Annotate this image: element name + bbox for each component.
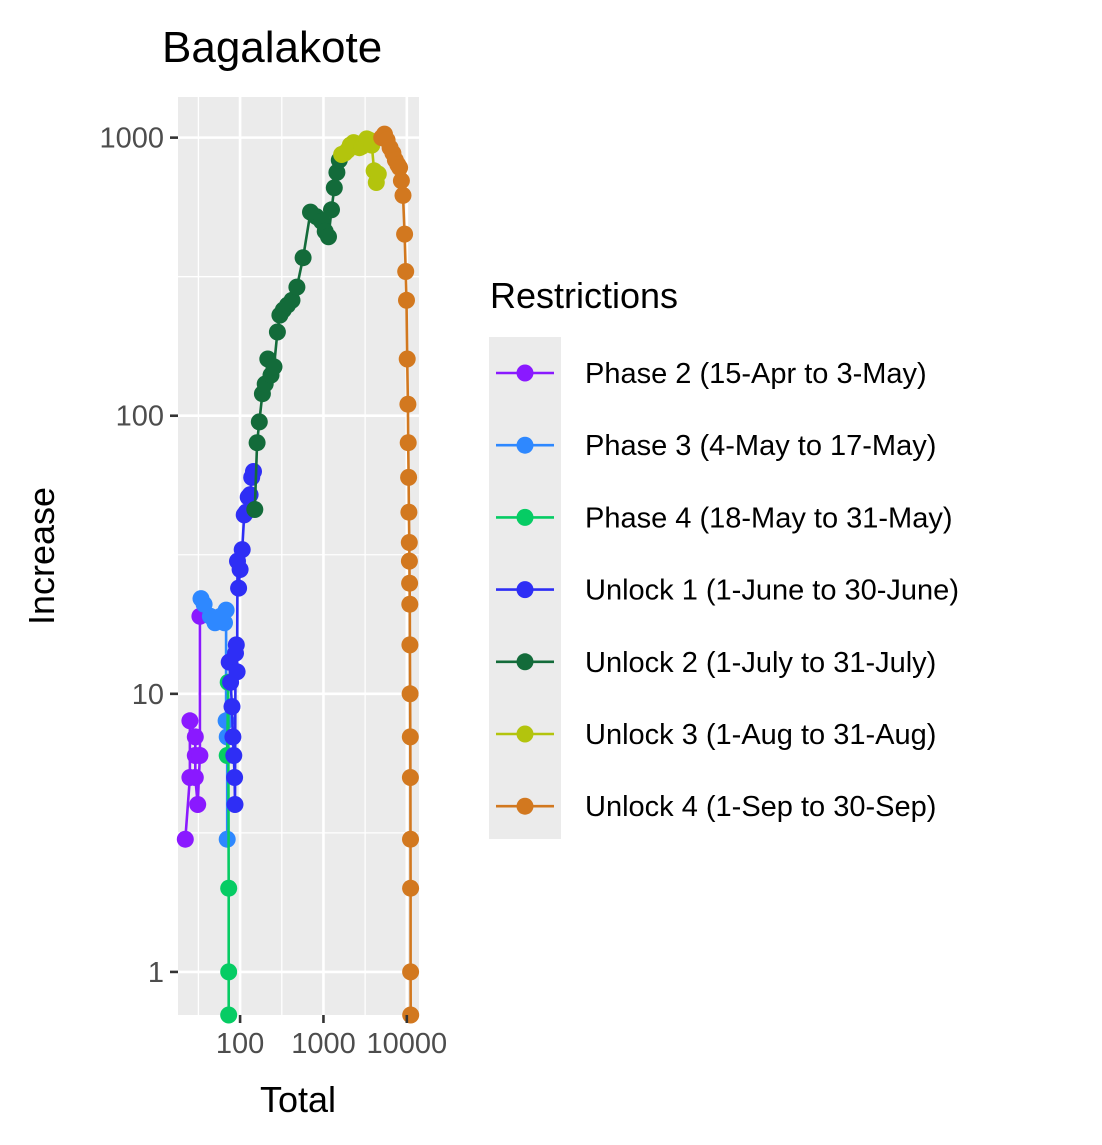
data-point bbox=[394, 186, 412, 204]
data-point bbox=[401, 769, 419, 786]
data-point bbox=[246, 501, 264, 518]
data-point bbox=[323, 201, 340, 219]
y-tick-label: 100 bbox=[116, 401, 164, 433]
data-point bbox=[401, 595, 419, 613]
data-point bbox=[398, 291, 415, 309]
data-point bbox=[401, 636, 419, 654]
data-point bbox=[227, 636, 245, 654]
data-point bbox=[248, 434, 266, 452]
data-point bbox=[400, 468, 418, 486]
data-point bbox=[283, 291, 301, 309]
data-point bbox=[230, 579, 248, 597]
data-point bbox=[186, 728, 204, 746]
legend-key-point bbox=[516, 653, 534, 671]
data-point bbox=[228, 663, 246, 681]
data-point bbox=[391, 159, 409, 177]
legend-label: Phase 3 (4-May to 17-May) bbox=[585, 430, 936, 462]
x-tick-label: 10000 bbox=[366, 1028, 447, 1060]
data-point bbox=[186, 769, 204, 786]
data-point bbox=[402, 1006, 420, 1024]
legend-key-point bbox=[516, 364, 534, 382]
data-point bbox=[226, 769, 244, 786]
data-point bbox=[400, 503, 418, 521]
legend-key-point bbox=[516, 508, 534, 526]
data-point bbox=[220, 963, 238, 981]
data-point bbox=[181, 712, 199, 730]
data-point bbox=[402, 830, 419, 848]
data-point bbox=[220, 879, 238, 897]
data-point bbox=[224, 728, 242, 746]
data-point bbox=[189, 796, 207, 813]
legend-label: Unlock 3 (1-Aug to 31-Aug) bbox=[585, 719, 936, 751]
data-point bbox=[398, 350, 416, 368]
data-point bbox=[402, 879, 420, 897]
legend-label: Phase 4 (18-May to 31-May) bbox=[585, 502, 952, 534]
data-point bbox=[399, 395, 417, 413]
data-point bbox=[392, 172, 410, 190]
data-point bbox=[401, 685, 419, 703]
data-point bbox=[288, 278, 306, 296]
legend-label: Unlock 4 (1-Sep to 30-Sep) bbox=[585, 791, 936, 823]
data-point bbox=[400, 552, 418, 570]
chart-title: Bagalakote bbox=[162, 23, 382, 72]
data-point bbox=[217, 601, 235, 619]
data-point bbox=[218, 830, 236, 848]
legend-title: Restrictions bbox=[490, 275, 678, 316]
data-point bbox=[265, 358, 283, 376]
legend-label: Unlock 2 (1-July to 31-July) bbox=[585, 647, 936, 679]
legend-label: Unlock 1 (1-June to 30-June) bbox=[585, 575, 959, 607]
legend-key-point bbox=[516, 725, 534, 743]
data-point bbox=[223, 698, 241, 716]
data-point bbox=[233, 541, 251, 559]
legend-key-point bbox=[516, 797, 534, 815]
data-point bbox=[225, 747, 243, 764]
data-point bbox=[320, 228, 337, 246]
data-point bbox=[226, 796, 244, 813]
data-point bbox=[325, 179, 343, 197]
x-tick-label: 1000 bbox=[291, 1028, 356, 1060]
legend-key-point bbox=[516, 436, 534, 454]
data-point bbox=[396, 225, 414, 243]
legend-key-point bbox=[516, 581, 534, 599]
series-7 bbox=[373, 125, 420, 1024]
axes: 100 1000 10000 1 10 100 1000 bbox=[99, 123, 447, 1060]
data-point bbox=[294, 249, 312, 267]
data-point bbox=[397, 263, 415, 280]
legend-label: Phase 2 (15-Apr to 3-May) bbox=[585, 358, 927, 390]
y-tick-label: 1 bbox=[148, 957, 164, 989]
series-5 bbox=[246, 151, 348, 518]
data-point bbox=[268, 323, 286, 341]
plot-panel bbox=[178, 97, 419, 1015]
data-point bbox=[399, 434, 417, 452]
data-point bbox=[245, 463, 262, 480]
data-point bbox=[216, 614, 233, 632]
data-point bbox=[217, 712, 235, 730]
data-point bbox=[191, 747, 209, 764]
data-point bbox=[369, 165, 387, 183]
y-tick-label: 1000 bbox=[99, 123, 164, 155]
data-point bbox=[176, 830, 194, 848]
data-point bbox=[220, 1006, 238, 1024]
data-point bbox=[402, 963, 420, 981]
x-axis-title: Total bbox=[260, 1079, 336, 1120]
data-point bbox=[401, 574, 419, 592]
y-axis-title: Increase bbox=[21, 487, 62, 625]
series-6 bbox=[333, 130, 387, 191]
data-point bbox=[400, 534, 418, 551]
y-tick-label: 10 bbox=[132, 679, 164, 711]
x-tick-label: 100 bbox=[216, 1028, 264, 1060]
series-layer bbox=[176, 125, 420, 1024]
data-point bbox=[231, 561, 249, 578]
data-point bbox=[250, 413, 268, 431]
data-point bbox=[401, 728, 419, 746]
legend: Restrictions Phase 2 (15-Apr to 3-May) Ph… bbox=[489, 275, 959, 839]
